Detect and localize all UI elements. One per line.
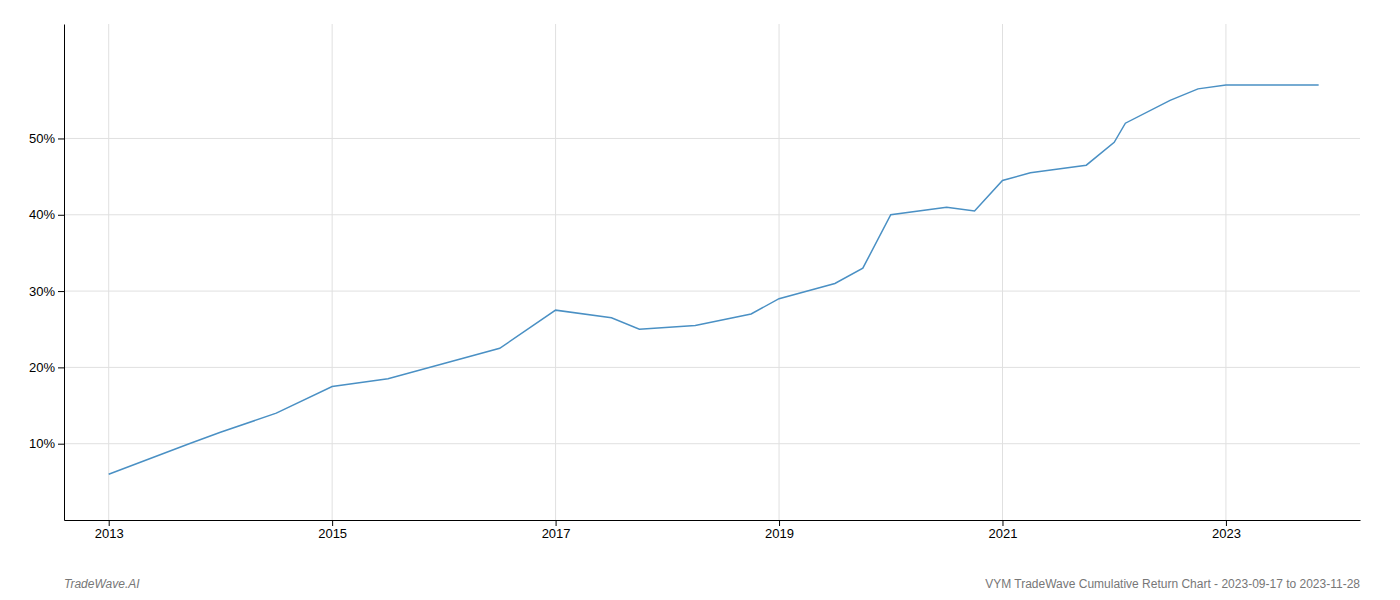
y-tick-mark — [58, 367, 64, 368]
x-tick-label: 2013 — [95, 526, 124, 541]
y-tick: 20% — [29, 360, 64, 375]
x-tick-label: 2021 — [989, 526, 1018, 541]
x-tick-mark — [109, 520, 110, 526]
x-tick-label: 2019 — [765, 526, 794, 541]
y-tick-label: 40% — [29, 207, 55, 222]
y-tick: 40% — [29, 207, 64, 222]
grid-line — [64, 214, 1360, 215]
y-tick-mark — [58, 138, 64, 139]
footer-label: TradeWave.AI — [64, 577, 140, 591]
grid-line — [108, 24, 109, 520]
grid-line — [64, 443, 1360, 444]
plot: 2013 2015 2017 2019 2021 2023 10% 20% 30% 40% 50% — [29, 24, 1361, 541]
grid-line — [64, 138, 1360, 139]
x-tick: 2013 — [95, 520, 124, 541]
x-tick: 2019 — [765, 520, 794, 541]
grid-line — [64, 291, 1360, 292]
chart: 2013 2015 2017 2019 2021 2023 10% 20% 30% 40% 50% T… — [0, 0, 1400, 600]
y-tick-mark — [58, 444, 64, 445]
x-tick-mark — [1002, 520, 1003, 526]
y-tick: 50% — [29, 131, 64, 146]
x-tick-mark — [1226, 520, 1227, 526]
y-tick: 30% — [29, 284, 64, 299]
grid-line — [779, 24, 780, 520]
grid-line — [555, 24, 556, 520]
x-axis-line — [65, 520, 1361, 521]
x-tick-label: 2023 — [1212, 526, 1241, 541]
x-tick-label: 2017 — [542, 526, 571, 541]
grid-line — [64, 367, 1360, 368]
x-tick: 2017 — [542, 520, 571, 541]
grid-line — [332, 24, 333, 520]
x-tick-label: 2015 — [318, 526, 347, 541]
y-tick-label: 50% — [29, 131, 55, 146]
y-tick-mark — [58, 291, 64, 292]
y-axis-line — [64, 25, 65, 521]
y-tick-label: 30% — [29, 284, 55, 299]
marks — [109, 85, 1319, 474]
y-tick: 10% — [29, 436, 64, 451]
x-tick-mark — [332, 520, 333, 526]
x-tick: 2023 — [1212, 520, 1241, 541]
y-tick-label: 20% — [29, 360, 55, 375]
y-tick-mark — [58, 215, 64, 216]
x-tick-mark — [779, 520, 780, 526]
x-tick: 2015 — [318, 520, 347, 541]
line — [109, 85, 1319, 474]
y-axis: 10% 20% 30% 40% 50% — [29, 25, 65, 521]
title: VYM TradeWave Cumulative Return Chart - … — [985, 577, 1360, 591]
grid-line — [1002, 24, 1003, 520]
x-axis: 2013 2015 2017 2019 2021 2023 — [65, 520, 1361, 541]
y-tick-label: 10% — [29, 436, 55, 451]
x-tick-mark — [556, 520, 557, 526]
grid-line — [1225, 24, 1226, 520]
x-tick: 2021 — [989, 520, 1018, 541]
grid — [64, 24, 1360, 520]
